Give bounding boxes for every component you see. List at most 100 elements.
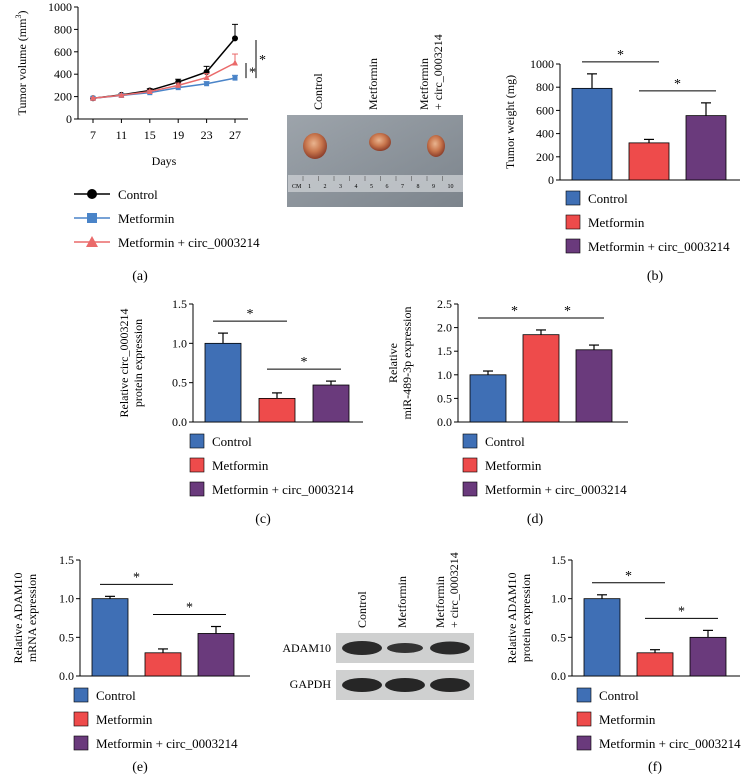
y-tick-label: 600 — [54, 45, 72, 59]
ruler-number: 5 — [370, 184, 373, 190]
y-tick-label: 0.5 — [59, 630, 74, 644]
legend-a: Control Metformin Metformin + circ_0003214 — [74, 187, 260, 250]
x-tick-label: 27 — [229, 128, 241, 142]
tumor-combo-image — [427, 135, 445, 157]
legend-f: Control Metformin Metformin + circ_0003214 — [576, 687, 741, 751]
y-tick-label: 800 — [54, 22, 72, 36]
y-axis-label-superscript: 3 — [14, 15, 23, 19]
y-axis-label: protein expression — [131, 319, 145, 407]
band-gapdh-combo — [430, 678, 470, 692]
ruler-number: 2 — [324, 184, 327, 190]
legend-d: Control Metformin Metformin + circ_0003214 — [462, 433, 627, 497]
panel-label-a: (a) — [132, 269, 148, 284]
legend-label: Metformin — [96, 712, 153, 727]
y-tick-label: 1.0 — [172, 336, 187, 350]
panel-label-f: (f) — [648, 760, 662, 775]
significance-star: * — [133, 570, 140, 585]
y-tick-label: 2.0 — [437, 321, 452, 335]
legend-label: Control — [485, 434, 525, 449]
significance-star: * — [186, 601, 193, 616]
legend-swatch — [576, 711, 592, 727]
y-tick-label: 200 — [536, 150, 554, 164]
photo-label-combo-line2: + circ_0003214 — [431, 34, 445, 110]
mir-expression-bar-chart: 0.0 0.5 1.0 1.5 2.0 2.5 * * Relative miR-489-3p e… — [386, 297, 628, 429]
band-adam10-combo — [430, 641, 470, 655]
legend-marker-triangle — [86, 236, 98, 247]
blot-label-combo-line1: Metformin — [433, 576, 447, 628]
bar — [204, 342, 242, 423]
significance-star: * — [249, 66, 256, 81]
y-tick-label: 1.0 — [551, 592, 566, 606]
significance-star: * — [511, 304, 518, 319]
y-tick-label: 0 — [66, 112, 72, 126]
blot-label-combo-line2: + circ_0003214 — [447, 552, 461, 628]
y-tick-label: 200 — [54, 90, 72, 104]
bar — [469, 374, 507, 423]
legend-marker-square — [87, 213, 97, 223]
legend-swatch — [565, 238, 581, 254]
y-tick-label: 1.5 — [551, 553, 566, 567]
y-tick-label: 600 — [536, 103, 554, 117]
y-axis-label: Tumor weight (mg) — [503, 75, 517, 169]
legend-swatch — [189, 481, 205, 497]
ruler-number: 4 — [355, 184, 358, 190]
y-axis-label: Relative ADAM10 — [505, 573, 519, 664]
legend-swatch — [576, 735, 592, 751]
significance-star: * — [625, 569, 632, 584]
data-point — [232, 59, 238, 66]
x-tick-label: 15 — [144, 128, 156, 142]
legend-swatch — [189, 433, 205, 449]
legend-swatch — [73, 735, 89, 751]
legend-label: Metformin + circ_0003214 — [96, 736, 238, 751]
bar — [197, 633, 235, 677]
data-point — [118, 91, 125, 98]
y-axis-label: protein expression — [519, 574, 533, 662]
y-tick-label: 1.0 — [59, 592, 74, 606]
ruler-number: 8 — [417, 184, 420, 190]
bar — [583, 598, 621, 677]
legend-label: Metformin — [485, 458, 542, 473]
y-axis-label: Relative circ_0003214 — [117, 309, 131, 418]
legend-label: Control — [118, 187, 158, 202]
y-tick-label: 1000 — [48, 0, 72, 14]
band-gapdh-metformin — [385, 678, 425, 692]
bar — [571, 87, 613, 181]
y-tick-label: 1000 — [530, 57, 554, 71]
data-point — [232, 75, 238, 81]
ruler-number: 9 — [432, 184, 435, 190]
legend-label: Metformin + circ_0003214 — [588, 239, 730, 254]
blot-label-metformin: Metformin — [395, 576, 409, 628]
bar — [522, 334, 560, 423]
legend-e: Control Metformin Metformin + circ_0003214 — [73, 687, 238, 751]
legend-label: Metformin — [599, 712, 656, 727]
x-tick-label: 23 — [201, 128, 213, 142]
panel-label-e: (e) — [132, 760, 148, 775]
y-tick-label: 1.5 — [172, 297, 187, 311]
data-point — [232, 35, 238, 42]
significance-star: * — [678, 604, 685, 619]
legend-c: Control Metformin Metformin + circ_0003214 — [189, 433, 354, 497]
adam10-mrna-bar-chart: 0.0 0.5 1.0 1.5 * * Relative ADAM10 mRNA expres… — [11, 553, 250, 683]
legend-swatch — [462, 433, 478, 449]
bar — [636, 652, 674, 677]
y-axis-label: miR-489-3p expression — [400, 307, 414, 420]
tumor-metformin-image — [369, 133, 391, 151]
legend-swatch — [565, 214, 581, 230]
photo-label-control: Control — [311, 73, 325, 110]
legend-label: Control — [599, 688, 639, 703]
significance-star: * — [674, 77, 681, 92]
legend-label: Metformin + circ_0003214 — [212, 482, 354, 497]
bar — [685, 115, 727, 181]
y-axis-label: Relative ADAM10 — [11, 573, 25, 664]
legend-swatch — [73, 711, 89, 727]
legend-label: Metformin + circ_0003214 — [485, 482, 627, 497]
legend-label: Metformin — [212, 458, 269, 473]
y-tick-label: 800 — [536, 80, 554, 94]
blot-row-gapdh: GAPDH — [290, 677, 332, 691]
legend-label: Metformin — [118, 211, 175, 226]
ruler-cm-label: CM — [292, 184, 302, 190]
legend-swatch — [565, 190, 581, 206]
data-point — [203, 74, 210, 81]
legend-swatch — [462, 457, 478, 473]
